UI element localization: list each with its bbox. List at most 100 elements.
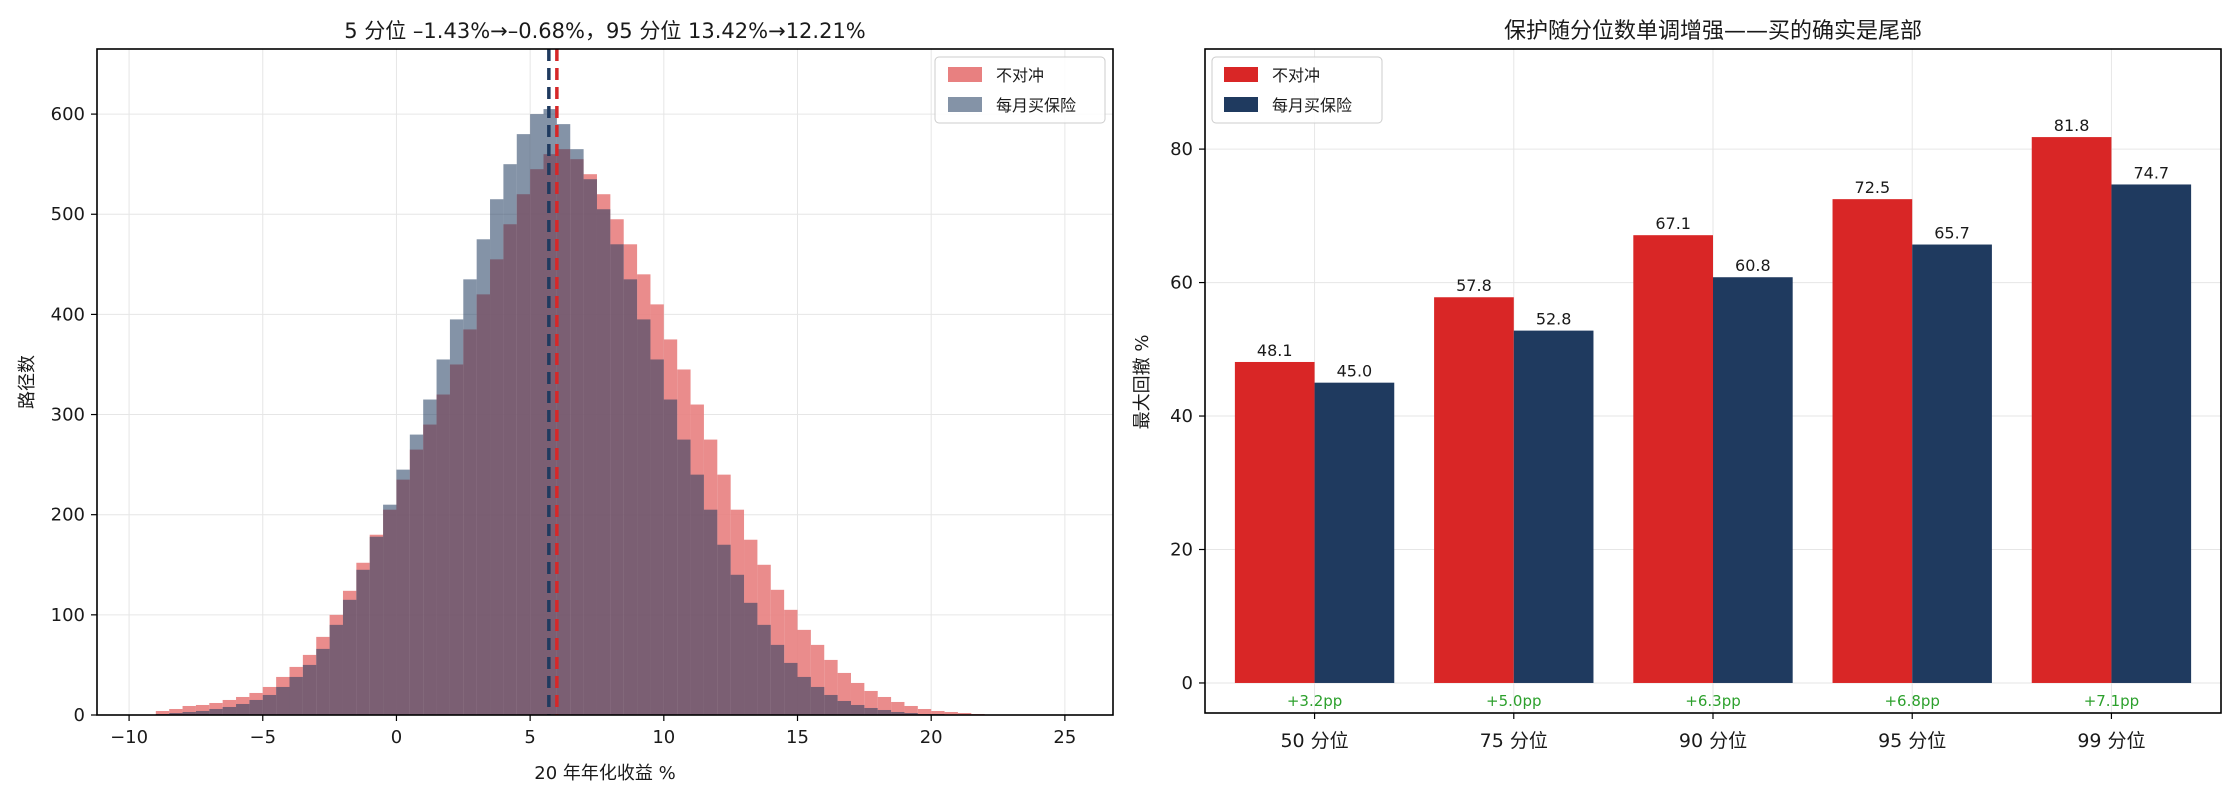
histogram-bar — [944, 711, 958, 715]
bar-x-tick-label: 99 分位 — [2077, 730, 2145, 752]
histogram-x-tick-label: 25 — [1053, 727, 1076, 748]
histogram-bar — [904, 705, 918, 715]
histogram-bar — [904, 712, 918, 715]
histogram-bar — [623, 279, 638, 715]
histogram-bar — [463, 279, 477, 715]
histogram-bar — [302, 664, 317, 715]
histogram-y-tick-label: 200 — [51, 505, 85, 526]
histogram-legend: 不对冲 每月买保险 — [934, 56, 1106, 124]
histogram-bar — [864, 707, 878, 715]
bar-rect — [1832, 199, 1913, 683]
histogram-bar — [824, 694, 838, 715]
bar-improvement-annotation: +7.1pp — [2084, 692, 2139, 710]
histogram-legend-label-insured: 每月买保险 — [996, 96, 1076, 115]
bar-title: 保护随分位数单调增强——买的确实是尾部 — [1504, 19, 1922, 44]
bar-improvement-annotation: +6.3pp — [1685, 692, 1740, 710]
histogram-x-tick-label: 15 — [786, 727, 809, 748]
histogram-legend-label-unhedged: 不对冲 — [996, 66, 1044, 85]
bar-legend-label-insured: 每月买保险 — [1272, 96, 1352, 115]
histogram-plot-frame — [96, 48, 1114, 716]
histogram-bar — [663, 399, 678, 715]
histogram-bar — [209, 708, 223, 715]
histogram-bar — [850, 704, 865, 715]
bar-y-tick-label: 80 — [1170, 139, 1193, 160]
bar-value-label: 81.8 — [2054, 116, 2090, 135]
histogram-bar — [195, 710, 210, 715]
histogram-bar — [169, 708, 183, 715]
bar-value-label: 52.8 — [1536, 310, 1572, 329]
histogram-bar — [182, 711, 196, 715]
histogram-bar — [931, 710, 945, 715]
histogram-bar — [784, 662, 798, 715]
histogram-bar — [236, 703, 250, 715]
histogram-bar — [356, 569, 370, 715]
bar-legend-swatch-unhedged — [1224, 67, 1258, 82]
bar-value-label: 72.5 — [1855, 178, 1891, 197]
histogram-bar — [637, 319, 651, 715]
bar-rect — [1434, 297, 1514, 683]
histogram-bar — [877, 709, 892, 715]
bar-rect — [2111, 184, 2192, 683]
histogram-title: 5 分位 –1.43%→–0.68%，95 分位 13.42%→12.21% — [344, 19, 866, 43]
histogram-bar — [650, 359, 664, 715]
bar-y-tick-label: 40 — [1170, 406, 1193, 427]
histogram-y-axis-label: 路径数 — [17, 355, 38, 409]
bar-ticks: 0 20 40 60 80 50 分位 75 分位 90 分位 95 分位 99 分位 — [1170, 139, 2145, 752]
histogram-bar — [891, 711, 905, 715]
histogram-y-tick-label: 0 — [74, 705, 85, 726]
bar-value-label: 60.8 — [1735, 256, 1771, 275]
histogram-bar — [182, 705, 196, 715]
histogram-x-tick-label: 20 — [920, 727, 943, 748]
histogram-bar — [703, 509, 718, 715]
bar-value-label: 74.7 — [2133, 163, 2169, 182]
histogram-bar — [329, 624, 343, 715]
histogram-x-tick-label: −10 — [110, 727, 148, 748]
histogram-bar — [316, 648, 330, 715]
histogram-bar — [383, 504, 397, 715]
histogram-bar — [596, 209, 611, 715]
histogram-y-tick-label: 100 — [51, 605, 85, 626]
bar-x-tick-label: 50 分位 — [1280, 730, 1348, 752]
histogram-bar — [757, 624, 771, 715]
histogram-x-tick-label: 0 — [391, 727, 402, 748]
histogram-bars — [155, 109, 985, 716]
bar-rect — [2031, 137, 2112, 683]
histogram-median-lines — [547, 49, 559, 715]
histogram-bar — [516, 134, 531, 716]
histogram-bar — [730, 574, 745, 715]
histogram-ticks: −10 −5 0 5 10 15 20 25 0 100 200 300 400 500 600 — [51, 104, 1077, 748]
bar-legend: 不对冲 每月买保险 — [1211, 56, 1383, 124]
histogram-bar — [810, 686, 825, 715]
bar-chart: 48.1 45.0 +3.2pp 57.8 52.8 +5.0pp 67.1 60.8 +6.3… — [1132, 19, 2222, 752]
bar-value-label: 67.1 — [1655, 214, 1691, 233]
bar-improvement-annotation: +6.8pp — [1884, 692, 1939, 710]
histogram-bar — [409, 434, 424, 715]
histogram-bar — [276, 686, 290, 715]
bar-rect — [1234, 361, 1315, 683]
bar-value-label: 48.1 — [1257, 341, 1293, 360]
histogram-bar — [797, 676, 811, 715]
histogram-y-tick-label: 400 — [51, 304, 85, 325]
histogram-x-tick-label: 10 — [652, 727, 675, 748]
histogram-bar — [891, 701, 905, 715]
histogram-legend-swatch-insured — [948, 97, 982, 112]
histogram-bar — [396, 469, 410, 715]
bar-y-tick-label: 0 — [1182, 673, 1193, 694]
histogram-legend-swatch-unhedged — [948, 67, 982, 82]
histogram-bar — [155, 710, 170, 715]
bar-rect — [1713, 277, 1793, 683]
histogram-bar — [957, 712, 972, 715]
histogram-bar — [770, 644, 785, 715]
bar-y-axis-label: 最大回撤 % — [1132, 335, 1153, 430]
histogram-bar — [570, 149, 584, 715]
histogram-x-tick-label: −5 — [249, 727, 276, 748]
bar-y-tick-label: 60 — [1170, 273, 1193, 294]
bar-rect — [1314, 382, 1395, 683]
histogram-bar — [490, 199, 504, 715]
histogram-bar — [530, 114, 544, 715]
bar-improvement-annotation: +3.2pp — [1287, 692, 1342, 710]
histogram-bar — [744, 602, 758, 715]
bar-bars: 48.1 45.0 +3.2pp 57.8 52.8 +5.0pp 67.1 60.8 +6.3… — [1234, 116, 2192, 710]
